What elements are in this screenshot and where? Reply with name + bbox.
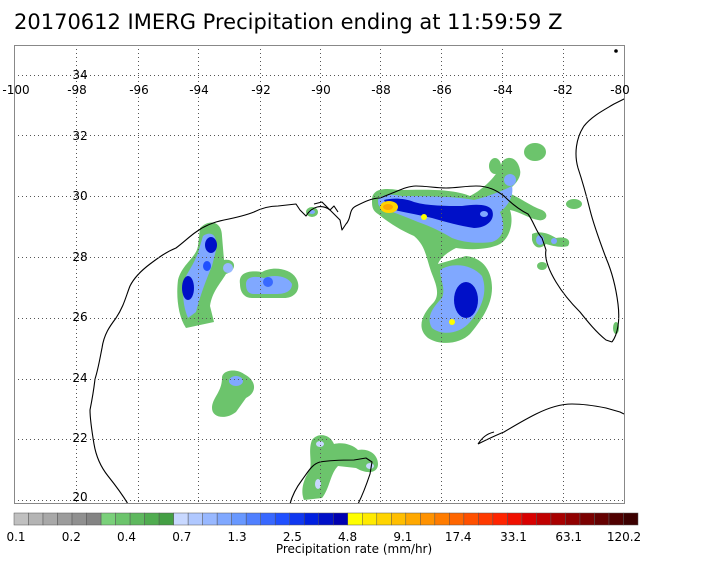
colorbar-cell xyxy=(274,512,290,526)
colorbar-cell xyxy=(202,512,218,526)
colorbar-cell xyxy=(565,512,581,526)
colorbar-cell xyxy=(129,512,145,526)
graticule xyxy=(14,45,625,504)
rain-area-northeast-gulf xyxy=(372,157,547,343)
lat-label: 26 xyxy=(72,310,87,324)
colorbar-cell xyxy=(187,512,203,526)
lat-label: 28 xyxy=(72,250,87,264)
colorbar-cell xyxy=(245,512,261,526)
colorbar-tick-labels: 0.1 0.2 0.4 0.7 1.3 2.5 4.8 9.1 17.4 33.1 63.1 120.… xyxy=(6,530,641,544)
colorbar-cell xyxy=(100,512,116,526)
colorbar-cell xyxy=(347,512,363,526)
mexico-coastline xyxy=(89,378,129,504)
colorbar-cell xyxy=(434,512,450,526)
lat-label: 20 xyxy=(72,490,87,504)
colorbar-cell xyxy=(173,512,189,526)
lon-label: -88 xyxy=(371,83,391,97)
gulf-coastline xyxy=(94,185,613,380)
page-title: 20170612 IMERG Precipitation ending at 1… xyxy=(14,10,563,34)
rain-area-florida-panhandle xyxy=(306,143,619,334)
colorbar-cell xyxy=(608,512,624,526)
colorbar-tick-label: 63.1 xyxy=(555,530,582,544)
colorbar-cell xyxy=(333,512,349,526)
map-frame xyxy=(14,45,625,504)
colorbar-cell xyxy=(478,512,494,526)
colorbar-cell xyxy=(289,512,305,526)
colorbar-tick-label: 9.1 xyxy=(393,530,412,544)
colorbar-label: Precipitation rate (mm/hr) xyxy=(275,542,433,556)
lon-label: -80 xyxy=(610,83,630,97)
lat-label: 24 xyxy=(72,371,87,385)
lon-label: -86 xyxy=(432,83,452,97)
lon-label: -84 xyxy=(493,83,513,97)
lon-label: -92 xyxy=(251,83,271,97)
colorbar-tick-label: 0.7 xyxy=(172,530,191,544)
lon-label: -90 xyxy=(311,83,331,97)
colorbar-cell xyxy=(303,512,319,526)
colorbar-cell xyxy=(420,512,436,526)
colorbar-cell xyxy=(391,512,407,526)
cuba-coastline xyxy=(477,403,625,445)
longitude-labels: -100 -98 -96 -94 -92 -90 -88 -86 -84 -82… xyxy=(2,83,629,97)
colorbar-cell xyxy=(594,512,610,526)
colorbar-cell xyxy=(260,512,276,526)
lon-label: -96 xyxy=(129,83,149,97)
rain-area-west-gulf xyxy=(177,222,235,328)
lon-label: -100 xyxy=(2,83,29,97)
colorbar-cell xyxy=(362,512,378,526)
colorbar-tick-label: 2.5 xyxy=(283,530,302,544)
colorbar-cell xyxy=(13,512,29,526)
colorbar-cell xyxy=(216,512,232,526)
lat-label: 22 xyxy=(72,431,87,445)
colorbar-cell xyxy=(449,512,465,526)
lon-label: -94 xyxy=(189,83,209,97)
colorbar-cells xyxy=(13,512,639,526)
colorbar-cell xyxy=(492,512,508,526)
colorbar-cell xyxy=(405,512,421,526)
colorbar-tick-label: 120.2 xyxy=(607,530,641,544)
colorbar-tick-label: 1.3 xyxy=(228,530,247,544)
mississippi-delta xyxy=(313,201,339,213)
latitude-labels: 34 32 30 28 26 24 22 20 xyxy=(72,68,87,504)
colorbar-cell xyxy=(463,512,479,526)
colorbar-cell xyxy=(507,512,523,526)
lat-label: 30 xyxy=(72,189,87,203)
colorbar-cell xyxy=(144,512,160,526)
colorbar-tick-label: 33.1 xyxy=(500,530,527,544)
colorbar-cell xyxy=(623,512,639,526)
lon-label: -82 xyxy=(553,83,573,97)
yucatan-coastline xyxy=(289,457,373,504)
colorbar-cell xyxy=(579,512,595,526)
colorbar-cell xyxy=(28,512,44,526)
lat-label: 32 xyxy=(72,129,87,143)
colorbar-cell xyxy=(57,512,73,526)
lat-label: 34 xyxy=(72,68,87,82)
atlantic-coastline xyxy=(575,97,625,343)
colorbar-cell xyxy=(521,512,537,526)
colorbar-tick-label: 4.8 xyxy=(338,530,357,544)
colorbar-cell xyxy=(71,512,87,526)
lon-label: -98 xyxy=(67,83,87,97)
colorbar-tick-label: 0.2 xyxy=(62,530,81,544)
colorbar-tick-label: 0.4 xyxy=(117,530,136,544)
colorbar-tick-label: 0.1 xyxy=(6,530,25,544)
colorbar-cell xyxy=(42,512,58,526)
coastlines xyxy=(89,97,625,504)
colorbar-cell xyxy=(231,512,247,526)
colorbar-tick-label: 17.4 xyxy=(445,530,472,544)
colorbar-cell xyxy=(318,512,334,526)
rain-area-south-gulf xyxy=(212,370,255,417)
colorbar-cell xyxy=(376,512,392,526)
colorbar-cell xyxy=(115,512,131,526)
colorbar-cell xyxy=(536,512,552,526)
marker-dot xyxy=(614,49,618,53)
colorbar-cell xyxy=(86,512,102,526)
map-layers xyxy=(14,45,625,504)
colorbar-cell xyxy=(158,512,174,526)
rain-area-central-gulf xyxy=(239,268,299,298)
colorbar-cell xyxy=(550,512,566,526)
